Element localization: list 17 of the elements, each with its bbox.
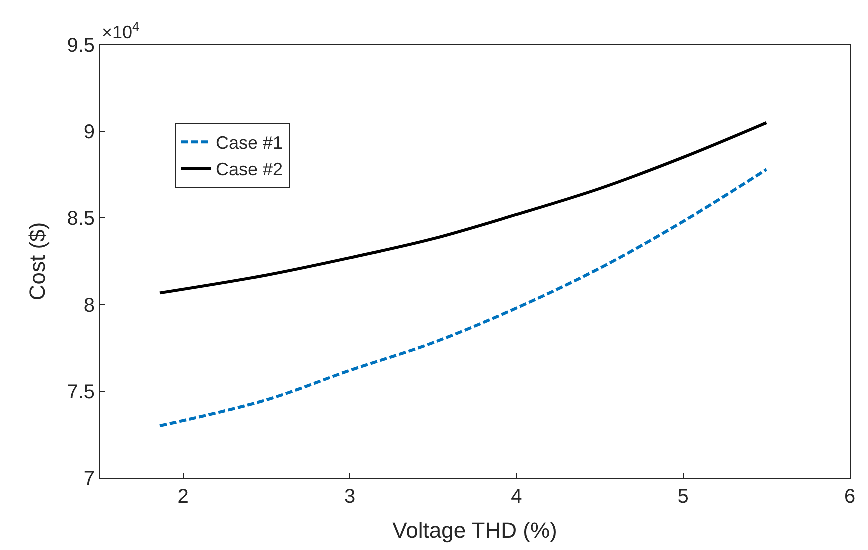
y-axis-title: Cost ($): [24, 222, 50, 301]
y-tick-label: 7: [84, 468, 95, 490]
x-tick-label: 6: [844, 486, 856, 508]
text: ×10$^{4}$: [102, 20, 140, 43]
legend-label: Case #2: [216, 160, 284, 180]
x-axis-title: Voltage THD (%): [392, 518, 558, 543]
y-tick-label: 7.5: [67, 381, 95, 404]
legend-label: Case #1: [216, 133, 284, 154]
y-tick-label: 8.5: [67, 208, 95, 230]
x-tick-label: 2: [178, 486, 189, 508]
y-tick-label: 8: [84, 294, 95, 317]
x-tick-label: 5: [678, 486, 689, 508]
line-series: [158, 121, 768, 295]
x-tick-label: 3: [344, 486, 356, 508]
x-tick-label: 4: [511, 486, 522, 508]
y-tick-label: 9.5: [67, 35, 95, 57]
y-tick-label: 9: [84, 122, 95, 144]
